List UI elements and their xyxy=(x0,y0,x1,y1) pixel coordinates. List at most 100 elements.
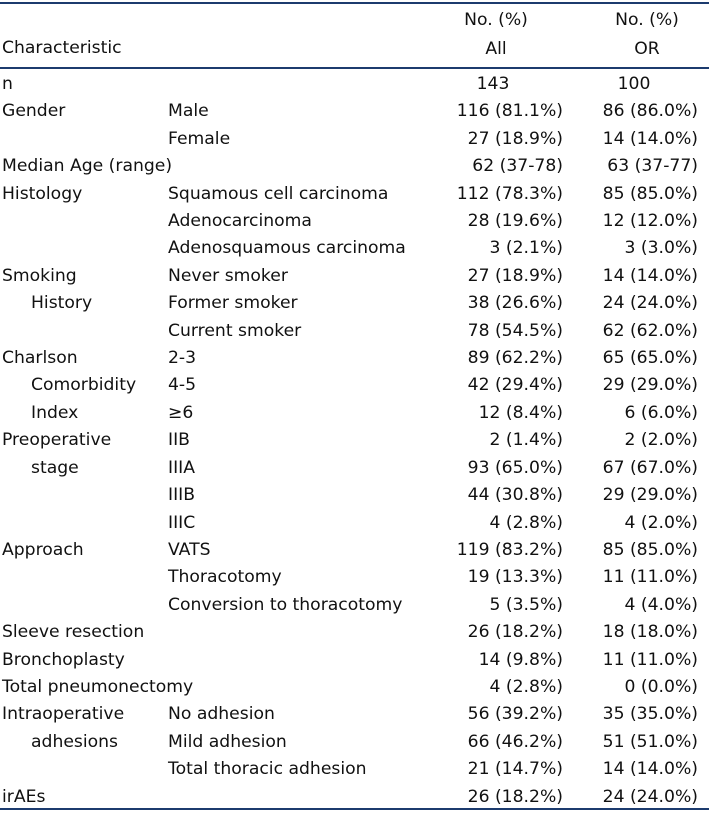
all-count-cell: 28 (19.6%) xyxy=(467,211,563,232)
table-row: Adenocarcinoma 28 (19.6%) 12 (12.0%) xyxy=(0,209,709,236)
or-count-cell: 62 (62.0%) xyxy=(602,320,698,341)
characteristic-cell: Gender xyxy=(2,101,66,122)
all-count-cell: 119 (83.2%) xyxy=(456,539,563,560)
table-body: n 143 100 Gender Male 116 (81.1%) 86 (86.0%) Fe… xyxy=(0,72,709,812)
table-row: Charlson 2-3 89 (62.2%) 65 (65.0%) xyxy=(0,346,709,373)
or-count-cell: 100 xyxy=(617,74,651,94)
table-row: Conversion to thoracotomy 5 (3.5%) 4 (4.0%… xyxy=(0,593,709,620)
table-top-rule xyxy=(0,2,709,4)
subcategory-cell: IIIB xyxy=(168,485,195,506)
subcategory-cell: Conversion to thoracotomy xyxy=(168,594,403,615)
or-count-cell: 24 (24.0%) xyxy=(602,786,698,807)
table-row: IIIC 4 (2.8%) 4 (2.0%) xyxy=(0,511,709,538)
characteristic-cell: Bronchoplasty xyxy=(2,649,125,670)
all-count-cell: 27 (18.9%) xyxy=(467,128,563,149)
subcategory-cell: Squamous cell carcinoma xyxy=(168,183,389,204)
subcategory-cell: Adenocarcinoma xyxy=(168,211,312,232)
characteristic-cell: Total pneumonectomy xyxy=(2,676,194,697)
subcategory-cell: IIIA xyxy=(168,457,195,478)
table-row: History Former smoker 38 (26.6%) 24 (24.0%) xyxy=(0,291,709,318)
or-count-cell: 14 (14.0%) xyxy=(602,759,698,780)
all-count-cell: 19 (13.3%) xyxy=(467,567,563,588)
subcategory-cell: VATS xyxy=(168,539,211,560)
table-row: Total thoracic adhesion 21 (14.7%) 14 (14.… xyxy=(0,757,709,784)
or-count-cell: 3 (3.0%) xyxy=(624,238,698,259)
or-count-cell: 6 (6.0%) xyxy=(624,402,698,423)
characteristic-cell: irAEs xyxy=(2,786,46,807)
table-row: Median Age (range) 62 (37-78) 63 (37-77) xyxy=(0,154,709,181)
all-count-cell: 4 (2.8%) xyxy=(489,512,563,533)
characteristic-cell: stage xyxy=(31,457,79,478)
characteristic-cell: Histology xyxy=(2,183,83,204)
all-count-cell: 62 (37-78) xyxy=(472,156,563,177)
table-row: Thoracotomy 19 (13.3%) 11 (11.0%) xyxy=(0,565,709,592)
header-rule xyxy=(0,67,709,69)
or-count-cell: 67 (67.0%) xyxy=(602,457,698,478)
all-count-cell: 116 (81.1%) xyxy=(456,101,563,122)
all-count-cell: 3 (2.1%) xyxy=(489,238,563,259)
subcategory-cell: Mild adhesion xyxy=(168,731,287,752)
or-count-cell: 24 (24.0%) xyxy=(602,293,698,314)
all-count-cell: 5 (3.5%) xyxy=(489,594,563,615)
all-count-cell: 56 (39.2%) xyxy=(467,704,563,725)
subcategory-cell: ≥6 xyxy=(168,402,194,423)
subcategory-cell: Thoracotomy xyxy=(168,567,282,588)
or-count-cell: 35 (35.0%) xyxy=(602,704,698,725)
table-row: Intraoperative No adhesion 56 (39.2%) 35 (3… xyxy=(0,702,709,729)
subcategory-cell: IIB xyxy=(168,430,190,451)
characteristic-cell: Approach xyxy=(2,539,84,560)
characteristic-cell: Comorbidity xyxy=(31,375,137,396)
header-or-unit: No. (%) xyxy=(615,10,679,30)
table-row: Current smoker 78 (54.5%) 62 (62.0%) xyxy=(0,319,709,346)
header-characteristic: Characteristic xyxy=(2,38,122,58)
or-count-cell: 11 (11.0%) xyxy=(602,567,698,588)
subcategory-cell: Never smoker xyxy=(168,265,288,286)
table-row: n 143 100 xyxy=(0,72,709,99)
characteristic-cell: n xyxy=(2,74,13,94)
or-count-cell: 51 (51.0%) xyxy=(602,731,698,752)
characteristic-cell: Preoperative xyxy=(2,430,112,451)
table-row: Gender Male 116 (81.1%) 86 (86.0%) xyxy=(0,99,709,126)
all-count-cell: 42 (29.4%) xyxy=(467,375,563,396)
or-count-cell: 14 (14.0%) xyxy=(602,128,698,149)
or-count-cell: 12 (12.0%) xyxy=(602,211,698,232)
characteristic-cell: Sleeve resection xyxy=(2,622,145,643)
characteristic-cell: History xyxy=(31,293,93,314)
subcategory-cell: 2-3 xyxy=(168,348,197,369)
subcategory-cell: No adhesion xyxy=(168,704,275,725)
table-row: Sleeve resection 26 (18.2%) 18 (18.0%) xyxy=(0,620,709,647)
header-or-label: OR xyxy=(634,39,660,59)
characteristic-cell: adhesions xyxy=(31,731,119,752)
all-count-cell: 26 (18.2%) xyxy=(467,622,563,643)
all-count-cell: 14 (9.8%) xyxy=(478,649,563,670)
characteristic-cell: Intraoperative xyxy=(2,704,125,725)
or-count-cell: 14 (14.0%) xyxy=(602,265,698,286)
all-count-cell: 89 (62.2%) xyxy=(467,348,563,369)
table-row: stage IIIA 93 (65.0%) 67 (67.0%) xyxy=(0,456,709,483)
table-row: Approach VATS 119 (83.2%) 85 (85.0%) xyxy=(0,538,709,565)
table-row: adhesions Mild adhesion 66 (46.2%) 51 (51.0… xyxy=(0,730,709,757)
all-count-cell: 78 (54.5%) xyxy=(467,320,563,341)
header-all-unit: No. (%) xyxy=(464,10,528,30)
characteristic-cell: Median Age (range) xyxy=(2,156,173,177)
subcategory-cell: Female xyxy=(168,128,231,149)
subcategory-cell: Total thoracic adhesion xyxy=(168,759,367,780)
subcategory-cell: Male xyxy=(168,101,209,122)
or-count-cell: 86 (86.0%) xyxy=(602,101,698,122)
all-count-cell: 66 (46.2%) xyxy=(467,731,563,752)
subcategory-cell: Former smoker xyxy=(168,293,298,314)
subcategory-cell: Adenosquamous carcinoma xyxy=(168,238,406,259)
or-count-cell: 11 (11.0%) xyxy=(602,649,698,670)
or-count-cell: 29 (29.0%) xyxy=(602,375,698,396)
or-count-cell: 0 (0.0%) xyxy=(624,676,698,697)
table-row: Female 27 (18.9%) 14 (14.0%) xyxy=(0,127,709,154)
table-row: Smoking Never smoker 27 (18.9%) 14 (14.0%) xyxy=(0,264,709,291)
or-count-cell: 85 (85.0%) xyxy=(602,183,698,204)
or-count-cell: 29 (29.0%) xyxy=(602,485,698,506)
or-count-cell: 85 (85.0%) xyxy=(602,539,698,560)
or-count-cell: 63 (37-77) xyxy=(607,156,698,177)
header-all-label: All xyxy=(485,39,507,59)
characteristic-cell: Index xyxy=(31,402,79,423)
all-count-cell: 12 (8.4%) xyxy=(478,402,563,423)
